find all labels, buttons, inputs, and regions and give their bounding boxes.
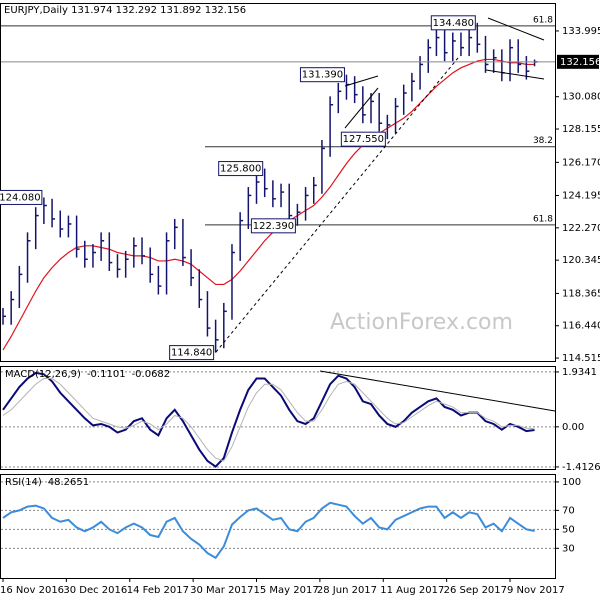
annotation-box xyxy=(340,131,386,147)
triangle-line xyxy=(487,17,545,41)
annotation-box xyxy=(430,15,476,31)
fib-label: 61.8 xyxy=(533,15,553,25)
rsi-panel xyxy=(0,474,556,579)
y-tick-label: 70 xyxy=(562,505,575,516)
x-tick-label: 15 May 2017 xyxy=(254,585,319,596)
triangle-line xyxy=(344,87,379,129)
annotation-box xyxy=(218,161,264,177)
indicator-value: -0.0682 xyxy=(132,369,171,380)
moving-average xyxy=(2,58,535,351)
x-tick-label: 11 Aug 2017 xyxy=(380,585,444,596)
x-tick-label: 28 Jun 2017 xyxy=(317,585,377,596)
y-tick-label: 118.365 xyxy=(562,288,600,299)
last-price-label: 132.156 xyxy=(560,57,600,68)
y-tick-label: 30 xyxy=(562,543,575,554)
indicator-line xyxy=(2,501,535,560)
annotation-label: 131.390 xyxy=(302,70,343,81)
y-tick-label: 126.170 xyxy=(562,157,600,168)
indicator-line xyxy=(2,378,535,462)
y-tick-label: 1.9341 xyxy=(562,367,597,378)
annotation-label: 124.080 xyxy=(0,192,41,203)
y-tick-label: 122.270 xyxy=(562,223,600,234)
fib-label: 61.8 xyxy=(533,214,553,224)
x-tick-label: 30 Mar 2017 xyxy=(190,585,253,596)
last-price-box xyxy=(557,54,599,69)
y-tick-label: 128.155 xyxy=(562,124,600,135)
y-tick-label: 133.995 xyxy=(562,26,600,37)
annotation-label: 125.800 xyxy=(220,164,261,175)
x-tick-label: 30 Dec 2016 xyxy=(63,585,127,596)
fib-label: 38.2 xyxy=(533,136,553,146)
price-panel xyxy=(0,3,556,362)
annotation-label: 114.840 xyxy=(171,348,212,359)
x-tick-label: 9 Nov 2017 xyxy=(507,585,565,596)
triangle-line xyxy=(485,69,545,80)
chart-title: EURJPY,Daily 131.974 132.292 131.892 132… xyxy=(4,5,246,16)
watermark: ActionForex.com xyxy=(330,310,513,335)
y-tick-label: 130.080 xyxy=(562,92,600,103)
annotation-label: 134.480 xyxy=(433,18,474,29)
annotation-box xyxy=(250,218,296,234)
y-tick-label: 100 xyxy=(562,477,581,488)
y-tick-label: 50 xyxy=(562,524,575,535)
panel-title: RSI(14) xyxy=(5,477,42,488)
macd-trend-line xyxy=(319,370,556,412)
annotation-box xyxy=(169,345,215,361)
y-tick-label: 124.195 xyxy=(562,191,600,202)
panel-title: MACD(12,26,9) xyxy=(5,369,81,380)
indicator-value: -0.1101 xyxy=(87,369,126,380)
y-tick-label: 0.00 xyxy=(562,422,584,433)
annotation-box xyxy=(299,67,345,83)
macd-panel xyxy=(0,366,556,470)
triangle-line xyxy=(344,75,379,87)
y-tick-label: 114.515 xyxy=(562,353,600,364)
x-tick-label: 16 Nov 2016 xyxy=(0,585,64,596)
y-tick-label: 120.345 xyxy=(562,255,600,266)
y-tick-label: 116.440 xyxy=(562,321,600,332)
annotation-label: 127.550 xyxy=(343,134,384,145)
x-tick-label: 14 Feb 2017 xyxy=(127,585,189,596)
indicator-value: 48.2651 xyxy=(48,477,89,488)
x-tick-label: 26 Sep 2017 xyxy=(444,585,507,596)
annotation-box xyxy=(0,189,43,205)
plot-layer: 133.995 130.080 128.155 126.170 124.195 122.2… xyxy=(0,15,600,596)
y-tick-label: -1.4126 xyxy=(562,462,600,473)
indicator-line xyxy=(2,371,535,468)
annotation-label: 122.390 xyxy=(253,221,294,232)
